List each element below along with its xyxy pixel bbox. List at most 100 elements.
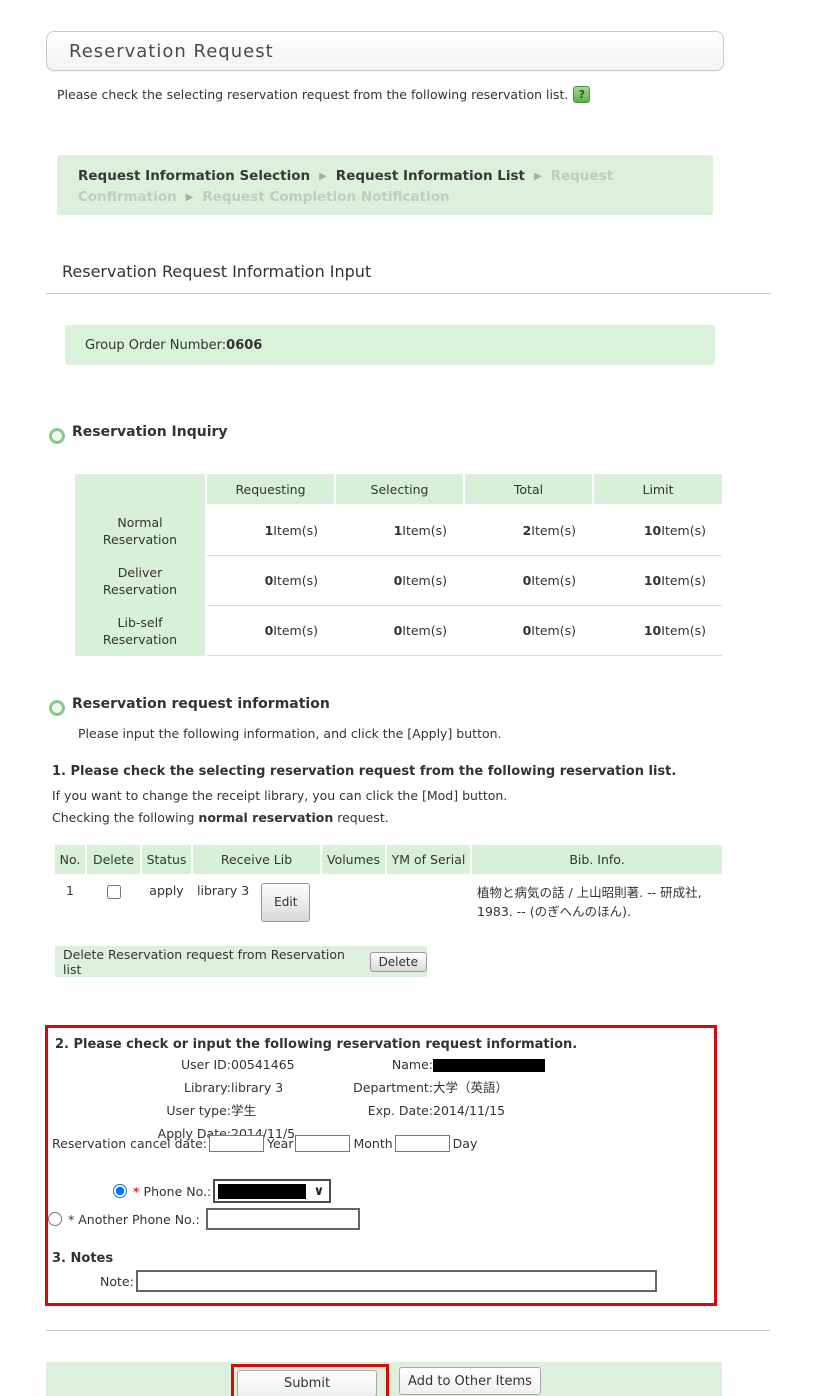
- section-bullet-icon: [49, 700, 65, 716]
- cancel-month-input[interactable]: [295, 1135, 351, 1152]
- phone-value-redacted: [218, 1183, 307, 1199]
- delete-bar-label: Delete Reservation request from Reservat…: [63, 946, 345, 977]
- cell-normal-requesting: 1 Item(s): [264, 523, 318, 538]
- help-icon[interactable]: ?: [573, 86, 591, 103]
- another-phone-input[interactable]: [205, 1208, 360, 1230]
- note-input[interactable]: [135, 1270, 657, 1292]
- instruction-row: Please check the selecting reservation r…: [57, 86, 591, 103]
- footer-action-bar: [46, 1362, 722, 1396]
- day-label: Day: [452, 1136, 478, 1151]
- section-bullet-icon: [49, 428, 65, 444]
- edit-button[interactable]: Edit: [261, 883, 311, 922]
- heading-divider: [46, 293, 771, 294]
- cell-libself-limit: 10 Item(s): [643, 623, 706, 638]
- cell-deliver-total: 0 Item(s): [522, 573, 576, 588]
- inquiry-row-headers: Normal Reservation Deliver Reservation L…: [75, 474, 205, 656]
- page-title-box: Reservation Request: [46, 31, 724, 71]
- inquiry-heading: Reservation Inquiry: [72, 424, 228, 440]
- section3-title: 3. Notes: [52, 1251, 114, 1266]
- request-info-subtext: Please input the following information, …: [78, 726, 502, 741]
- inquiry-header-row: Requesting Selecting Total Limit: [207, 474, 722, 504]
- step-arrow-icon: ▶: [185, 192, 194, 203]
- group-order-label: Group Order Number:: [85, 337, 227, 353]
- exp-date-value: 2014/11/15: [433, 1103, 506, 1118]
- cell-bib-info: 植物と病気の話 / 上山昭則著. -- 研成社, 1983. -- (のぎへんの…: [477, 885, 702, 920]
- progress-steps-bar: Request Information Selection ▶ Request In…: [57, 155, 713, 215]
- required-asterisk: *: [68, 1211, 75, 1227]
- cancel-year-input[interactable]: [209, 1135, 264, 1152]
- column-header-selecting: Selecting: [336, 474, 463, 504]
- cell-normal-total: 2 Item(s): [522, 523, 576, 538]
- column-header-receive-lib: Receive Lib: [193, 845, 320, 874]
- cell-receive-lib: library 3 Edit: [193, 877, 320, 922]
- user-type-row: User type:学生: [166, 1103, 257, 1118]
- column-header-bib-info: Bib. Info.: [472, 845, 722, 874]
- list-header-row: No. Delete Status Receive Lib Volumes YM…: [55, 845, 722, 874]
- column-header-ym-of-serial: YM of Serial: [387, 845, 470, 874]
- table-row: 0 Item(s) 0 Item(s) 0 Item(s) 10 Item(s): [207, 556, 722, 606]
- step1-line3: Checking the following normal reservatio…: [52, 810, 389, 825]
- department-row: Department:大学（英語）: [353, 1080, 509, 1095]
- row-header-lib-self-reservation: Lib-self Reservation: [102, 615, 178, 647]
- step-request-completion-notification: Request Completion Notification: [202, 189, 450, 205]
- instruction-text: Please check the selecting reservation r…: [57, 87, 569, 102]
- delete-checkbox[interactable]: [106, 885, 121, 899]
- column-header-limit: Limit: [594, 474, 722, 504]
- group-order-value: 0606: [226, 337, 263, 353]
- cell-libself-total: 0 Item(s): [522, 623, 576, 638]
- cell-delete: [87, 877, 140, 922]
- step-arrow-icon: ▶: [533, 171, 542, 182]
- library-row: Library:library 3: [183, 1080, 284, 1095]
- another-phone-row: * Another Phone No.:: [48, 1208, 360, 1230]
- page-title: Reservation Request: [69, 40, 274, 62]
- phone-label: Phone No.:: [143, 1183, 212, 1199]
- note-label: Note:: [100, 1273, 134, 1289]
- phone-select[interactable]: ∨: [213, 1179, 332, 1203]
- cell-libself-requesting: 0 Item(s): [264, 623, 318, 638]
- another-phone-radio[interactable]: [48, 1212, 62, 1226]
- row-header-normal-reservation: Normal Reservation: [102, 515, 178, 547]
- phone-radio[interactable]: [113, 1184, 127, 1198]
- user-id-row: User ID:00541465: [181, 1057, 295, 1072]
- cell-deliver-limit: 10 Item(s): [643, 573, 706, 588]
- row-header-deliver-reservation: Deliver Reservation: [102, 565, 178, 597]
- cell-normal-limit: 10 Item(s): [643, 523, 706, 538]
- cell-libself-selecting: 0 Item(s): [393, 623, 447, 638]
- year-label: Year: [267, 1136, 294, 1151]
- step-arrow-icon: ▶: [319, 171, 327, 182]
- name-row: Name:: [300, 1057, 545, 1073]
- column-header-delete: Delete: [87, 845, 140, 874]
- table-row: 1 Item(s) 1 Item(s) 2 Item(s) 10 Item(s): [207, 506, 722, 556]
- delete-button[interactable]: Delete: [369, 951, 427, 972]
- cell-normal-selecting: 1 Item(s): [393, 523, 447, 538]
- receive-lib-value: library 3: [197, 883, 250, 898]
- column-header-volumes: Volumes: [322, 845, 385, 874]
- step-request-confirmation: Request Confirmation: [78, 168, 614, 205]
- chevron-down-icon: ∨: [313, 1183, 325, 1199]
- cell-status: apply: [149, 883, 184, 898]
- footer-divider: [46, 1330, 770, 1331]
- page-section-title: Reservation Request Information Input: [62, 262, 372, 281]
- step-request-information-selection: Request Information Selection: [78, 168, 311, 184]
- delete-from-list-bar: Delete Reservation request from Reservat…: [55, 946, 427, 977]
- add-to-other-items-button[interactable]: Add to Other Items: [399, 1367, 541, 1395]
- cancel-day-input[interactable]: [394, 1135, 450, 1152]
- reservation-list-table: No. Delete Status Receive Lib Volumes YM…: [55, 845, 722, 922]
- column-header-no: No.: [55, 845, 85, 874]
- step1-title: 1. Please check the selecting reservatio…: [52, 764, 677, 779]
- user-type-value: 学生: [231, 1103, 257, 1118]
- column-header-requesting: Requesting: [207, 474, 334, 504]
- cell-deliver-requesting: 0 Item(s): [264, 573, 318, 588]
- submit-button[interactable]: Submit: [237, 1370, 377, 1396]
- group-order-box: Group Order Number: 0606: [65, 325, 715, 365]
- month-label: Month: [353, 1136, 393, 1151]
- another-phone-label: Another Phone No.:: [78, 1211, 200, 1227]
- column-header-status: Status: [142, 845, 191, 874]
- name-value-redacted: [433, 1059, 545, 1072]
- exp-date-row: Exp. Date:2014/11/15: [367, 1103, 506, 1118]
- step1-line2: If you want to change the receipt librar…: [52, 788, 508, 803]
- phone-row: * Phone No.: ∨: [113, 1179, 332, 1203]
- cell-no: 1: [66, 883, 74, 898]
- library-value: library 3: [231, 1080, 284, 1095]
